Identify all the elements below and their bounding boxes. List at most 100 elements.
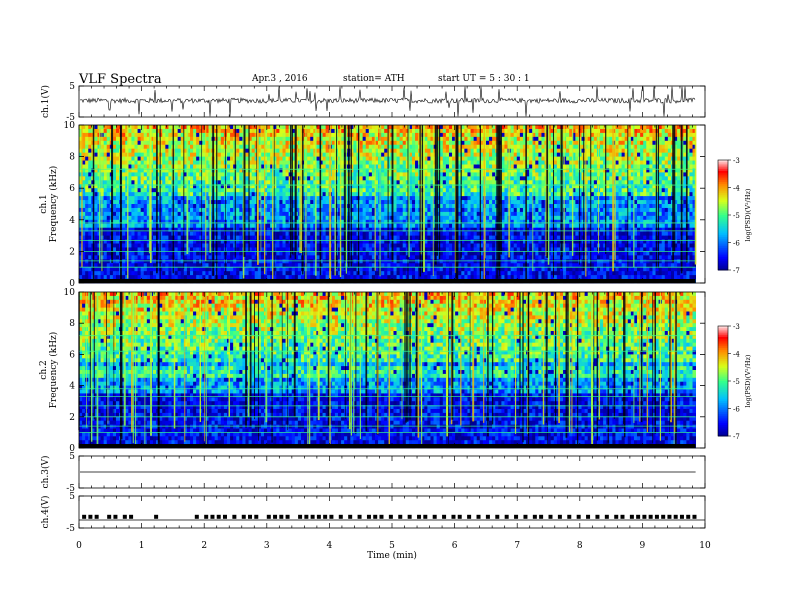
ch1-spectrogram-cell bbox=[199, 223, 203, 229]
ch1-spectrogram-cell bbox=[297, 255, 302, 260]
ch1-spectrogram-cell bbox=[263, 227, 268, 233]
ch1-spectrogram-cell bbox=[112, 156, 117, 161]
ch1-spectrogram-cell bbox=[140, 136, 145, 142]
ch1-spectrogram-cell bbox=[226, 271, 231, 276]
ch1-spectrogram-cell bbox=[146, 207, 151, 213]
ch1-spectrogram-cell bbox=[140, 176, 145, 181]
ch1-spectrogram-cell bbox=[402, 243, 407, 248]
ch1-spectrogram-cell bbox=[393, 156, 397, 161]
ch1-spectrogram-cell bbox=[307, 196, 311, 201]
ch1-spectrogram-cell bbox=[291, 239, 296, 244]
ch1-spectrogram-cell bbox=[282, 239, 286, 244]
ch1-spectrogram-cell bbox=[122, 247, 126, 252]
ch1-spectrogram-cell bbox=[251, 136, 256, 142]
ch1-spectrogram-cell bbox=[143, 207, 148, 213]
ch1-spectrogram-cell bbox=[248, 160, 253, 165]
ch1-spectrogram-cell bbox=[313, 168, 317, 173]
ch1-spectrogram-cell bbox=[79, 227, 83, 233]
ch1-spectrogram-cell bbox=[260, 255, 265, 260]
ch1-spectrogram-cell bbox=[421, 275, 425, 280]
ch1-spectrogram-cell bbox=[359, 219, 364, 225]
ch1-spectrogram-cell bbox=[257, 251, 262, 256]
ch1-spectrogram-cell bbox=[199, 219, 203, 225]
ch1-spectrogram-cell bbox=[384, 267, 388, 272]
ch1-spectrogram-cell bbox=[316, 243, 320, 248]
ch1-spectrogram-cell bbox=[156, 156, 160, 161]
ch1-spectrogram-cell bbox=[79, 267, 83, 272]
ch1-spectrogram-cell bbox=[134, 160, 138, 165]
ch1-spectrogram-cell bbox=[94, 267, 98, 272]
ch1-spectrogram-cell bbox=[411, 243, 416, 248]
ch1-spectrogram-cell bbox=[196, 251, 200, 256]
ch1-spectrogram-cell bbox=[220, 200, 225, 205]
ch1-spectrogram-cell bbox=[267, 192, 271, 197]
ch1-spectrogram-cell bbox=[251, 247, 256, 252]
ch1-spectrogram-cell bbox=[217, 271, 222, 276]
ch1-spectrogram-cell bbox=[196, 132, 200, 138]
ch1-spectrogram-cell bbox=[220, 219, 225, 225]
ch1-spectrogram-cell bbox=[260, 247, 265, 252]
ch1-spectrogram-cell bbox=[344, 275, 348, 280]
ch1-spectrogram-cell bbox=[399, 148, 404, 154]
ch1-spectrogram-cell bbox=[140, 184, 145, 189]
ch1-spectrogram-cell bbox=[88, 251, 92, 256]
ch1-spectrogram-cell bbox=[267, 259, 271, 264]
ch1-spectrogram-cell bbox=[359, 259, 364, 264]
ch1-spectrogram-cell bbox=[143, 196, 148, 201]
ch1-spectrogram-cell bbox=[399, 144, 404, 150]
ch1-spectrogram-cell bbox=[134, 140, 138, 146]
ch1-spectrogram-cell bbox=[168, 271, 172, 276]
ch1-spectrogram-cell bbox=[313, 188, 317, 193]
ch1-spectrogram-cell bbox=[189, 243, 194, 248]
ch1-spectrogram-cell bbox=[217, 125, 222, 130]
ch1-spectrogram-cell bbox=[393, 164, 397, 169]
ch1-spectrogram-cell bbox=[322, 144, 327, 150]
ch1-spectrogram-cell bbox=[199, 271, 203, 276]
ch1-spectrogram-cell bbox=[310, 128, 314, 134]
ch1-spectrogram-cell bbox=[359, 200, 364, 205]
ch1-spectrogram-cell bbox=[186, 223, 191, 229]
ch1-spectrogram-cell bbox=[245, 164, 249, 169]
ch1-spectrogram-cell bbox=[162, 263, 166, 268]
ch1-spectrogram-cell bbox=[270, 263, 274, 268]
ch1-spectrogram-cell bbox=[267, 164, 271, 169]
ch1-spectrogram-cell bbox=[365, 219, 370, 225]
ch1-spectrogram-cell bbox=[94, 192, 98, 197]
ch1-spectrogram-cell bbox=[439, 215, 444, 221]
ch1-spectrogram-cell bbox=[82, 211, 86, 217]
ch1-spectrogram-cell bbox=[236, 168, 240, 173]
ch1-spectrogram-cell bbox=[276, 215, 280, 221]
ch1-spectrogram-cell bbox=[288, 275, 293, 280]
ch1-spectrogram-cell bbox=[285, 215, 290, 221]
ch1-spectrogram-cell bbox=[427, 164, 431, 169]
ch1-spectrogram-cell bbox=[79, 168, 83, 173]
ch1-spectrogram-cell bbox=[162, 267, 166, 272]
ch1-spectrogram-cell bbox=[445, 275, 450, 280]
ch1-spectrogram-cell bbox=[282, 207, 286, 213]
ch1-spectrogram-cell bbox=[226, 251, 231, 256]
ch1-spectrogram-cell bbox=[168, 200, 172, 205]
ch1-spectrogram-cell bbox=[186, 255, 191, 260]
ch1-spectrogram-cell bbox=[168, 223, 172, 229]
ch1-spectrogram-cell bbox=[396, 219, 401, 225]
ch1-spectrogram-cell bbox=[368, 207, 373, 213]
ch1-spectrogram-cell bbox=[193, 144, 197, 150]
ch1-spectrogram-cell bbox=[384, 152, 388, 157]
ch1-spectrogram-cell bbox=[162, 188, 166, 193]
ch1-spectrogram-cell bbox=[79, 152, 83, 157]
ch1-spectrogram-cell bbox=[165, 251, 169, 256]
ch1-spectrogram-cell bbox=[257, 207, 262, 213]
ch1-spectrogram-cell bbox=[168, 204, 172, 209]
ch1-spectrogram-cell bbox=[353, 219, 357, 225]
ch1-spectrogram-cell bbox=[260, 200, 265, 205]
ch1-spectrogram-cell bbox=[239, 200, 243, 205]
ch1-spectrogram-cell bbox=[125, 204, 129, 209]
ch1-spectrogram-cell bbox=[174, 227, 179, 233]
ch1-spectrogram-cell bbox=[362, 176, 367, 181]
ch1-spectrogram-cell bbox=[94, 200, 98, 205]
ch1-spectrogram-cell bbox=[248, 211, 253, 217]
ch1-spectrogram-cell bbox=[310, 196, 314, 201]
ch1-spectrogram-cell bbox=[399, 192, 404, 197]
ch1-spectrogram-cell bbox=[156, 152, 160, 157]
ch1-spectrogram-cell bbox=[159, 211, 163, 217]
